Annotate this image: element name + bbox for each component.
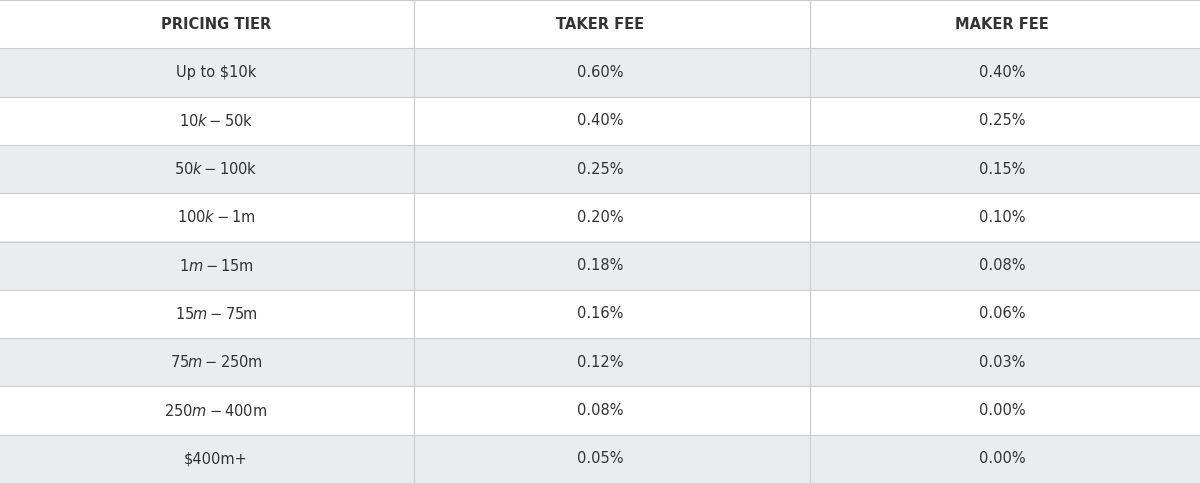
Bar [0,290,1200,338]
Bar [0,193,1200,242]
Text: $50k - $100k: $50k - $100k [174,161,258,177]
Text: PRICING TIER: PRICING TIER [161,16,271,32]
Text: 0.05%: 0.05% [577,451,623,467]
Bar [0,145,1200,193]
Text: $10k - $50k: $10k - $50k [179,113,253,129]
Text: 0.18%: 0.18% [577,258,623,273]
Text: $250m - $400m: $250m - $400m [164,402,268,419]
Text: $1m - $15m: $1m - $15m [179,257,253,274]
Text: 0.03%: 0.03% [979,355,1025,370]
Bar [0,0,1200,48]
Text: 0.12%: 0.12% [577,355,623,370]
Bar [0,242,1200,290]
Bar [0,386,1200,435]
Text: $100k - $1m: $100k - $1m [176,209,256,226]
Text: 0.25%: 0.25% [979,113,1025,128]
Text: 0.00%: 0.00% [979,403,1025,418]
Text: 0.15%: 0.15% [979,161,1025,177]
Text: $75m - $250m: $75m - $250m [169,354,263,370]
Text: 0.10%: 0.10% [979,210,1025,225]
Text: 0.40%: 0.40% [577,113,623,128]
Text: Up to $10k: Up to $10k [176,65,256,80]
Text: 0.16%: 0.16% [577,306,623,322]
Text: TAKER FEE: TAKER FEE [556,16,644,32]
Bar [0,97,1200,145]
Text: 0.25%: 0.25% [577,161,623,177]
Text: $400m+: $400m+ [184,451,248,467]
Text: $15m - $75m: $15m - $75m [174,306,258,322]
Text: 0.40%: 0.40% [979,65,1025,80]
Text: 0.60%: 0.60% [577,65,623,80]
Bar [0,435,1200,483]
Bar [0,48,1200,97]
Text: 0.08%: 0.08% [979,258,1025,273]
Text: 0.00%: 0.00% [979,451,1025,467]
Text: MAKER FEE: MAKER FEE [955,16,1049,32]
Text: 0.06%: 0.06% [979,306,1025,322]
Bar [0,338,1200,386]
Text: 0.08%: 0.08% [577,403,623,418]
Text: 0.20%: 0.20% [577,210,623,225]
